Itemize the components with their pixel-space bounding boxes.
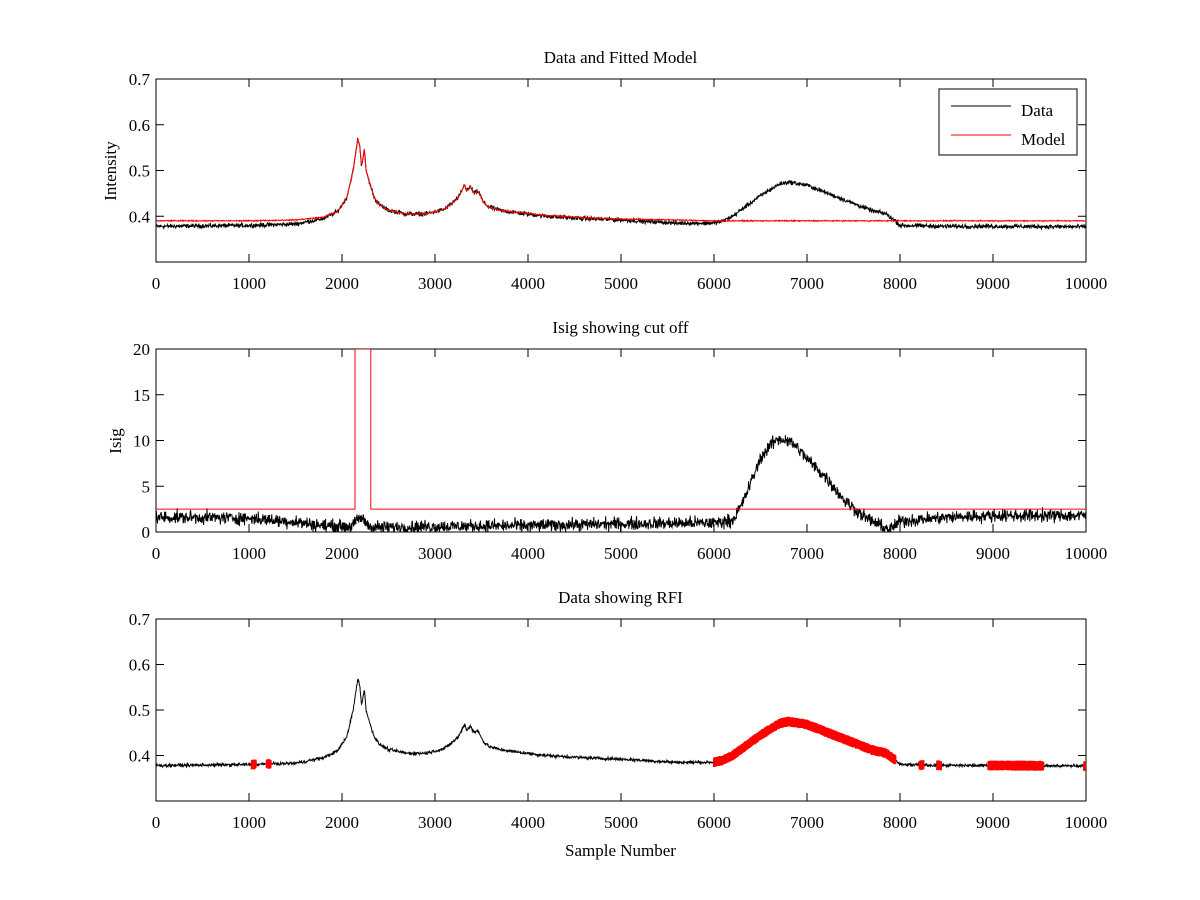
x-tick-label: 8000 — [883, 274, 917, 293]
y-tick-label: 20 — [133, 340, 150, 359]
x-tick-label: 3000 — [418, 274, 452, 293]
x-tick-label: 3000 — [418, 813, 452, 832]
middle-series-isig — [156, 435, 1086, 532]
x-tick-label: 7000 — [790, 813, 824, 832]
legend-label-data: Data — [1021, 101, 1054, 120]
x-tick-label: 4000 — [511, 813, 545, 832]
middle-chart-title: Isig showing cut off — [552, 318, 688, 337]
rfi-segment — [265, 759, 272, 769]
legend-label-model: Model — [1021, 130, 1066, 149]
x-tick-label: 8000 — [883, 544, 917, 563]
rfi-segment — [712, 716, 897, 768]
middle-series-cut-off — [156, 349, 1086, 510]
x-tick-label: 10000 — [1065, 813, 1108, 832]
middle-panel: Isig showing cut off Isig 0 1000 2000 3000 4… — [106, 318, 1107, 563]
legend-box — [938, 88, 1078, 156]
rfi-segment — [936, 760, 943, 771]
bottom-series-data — [156, 678, 1086, 770]
bottom-axes-frame — [155, 618, 1087, 802]
x-tick-label: 1000 — [232, 813, 266, 832]
top-series-data — [156, 137, 1086, 231]
rfi-segment — [1083, 761, 1086, 771]
middle-y-axis-label: Isig — [106, 428, 125, 454]
y-tick-label: 0.6 — [129, 656, 150, 675]
x-tick-label: 7000 — [790, 274, 824, 293]
y-tick-label: 0.6 — [129, 116, 150, 135]
x-tick-label: 5000 — [604, 813, 638, 832]
middle-plot-area: 0 1000 2000 3000 4000 5000 6000 7000 8000 9000 100… — [133, 340, 1107, 563]
top-y-axis-label: Intensity — [101, 141, 120, 201]
x-tick-label: 5000 — [604, 274, 638, 293]
x-tick-label: 9000 — [976, 813, 1010, 832]
y-tick-label: 0 — [142, 523, 151, 542]
y-tick-label: 10 — [133, 432, 150, 451]
x-tick-label: 5000 — [604, 544, 638, 563]
x-tick-label: 6000 — [697, 274, 731, 293]
x-tick-label: 0 — [152, 813, 161, 832]
rfi-segment — [987, 760, 1045, 771]
top-chart-title: Data and Fitted Model — [544, 48, 698, 67]
x-tick-label: 0 — [152, 544, 161, 563]
y-tick-label: 0.7 — [129, 610, 151, 629]
x-tick-label: 4000 — [511, 274, 545, 293]
x-tick-label: 1000 — [232, 544, 266, 563]
bottom-chart-title: Data showing RFI — [558, 588, 683, 607]
x-tick-label: 6000 — [697, 544, 731, 563]
x-tick-label: 10000 — [1065, 274, 1108, 293]
x-tick-label: 2000 — [325, 813, 359, 832]
y-tick-label: 5 — [142, 477, 151, 496]
top-series-model — [156, 137, 1086, 223]
bottom-panel: Data showing RFI 0 1000 2000 3000 4000 5000 60… — [129, 588, 1108, 860]
top-legend: Data Model — [938, 88, 1078, 156]
y-tick-label: 0.5 — [129, 701, 150, 720]
y-tick-label: 0.7 — [129, 70, 151, 89]
top-panel: Data and Fitted Model Intensity 0 1000 200… — [101, 48, 1107, 293]
y-tick-label: 0.4 — [129, 207, 151, 226]
x-tick-label: 8000 — [883, 813, 917, 832]
y-tick-label: 0.5 — [129, 162, 150, 181]
bottom-plot-area: 0 1000 2000 3000 4000 5000 6000 7000 8000 9000 100… — [129, 610, 1108, 832]
x-tick-label: 1000 — [232, 274, 266, 293]
rfi-segment — [918, 760, 925, 771]
x-tick-label: 0 — [152, 274, 161, 293]
x-tick-label: 4000 — [511, 544, 545, 563]
x-tick-label: 2000 — [325, 274, 359, 293]
x-tick-label: 10000 — [1065, 544, 1108, 563]
y-tick-label: 15 — [133, 386, 150, 405]
x-tick-label: 7000 — [790, 544, 824, 563]
x-tick-label: 9000 — [976, 544, 1010, 563]
x-tick-label: 6000 — [697, 813, 731, 832]
x-tick-label: 9000 — [976, 274, 1010, 293]
rfi-segment — [250, 759, 257, 770]
y-tick-label: 0.4 — [129, 747, 151, 766]
x-tick-label: 2000 — [325, 544, 359, 563]
x-axis-label: Sample Number — [565, 841, 676, 860]
middle-axes-frame — [155, 348, 1087, 533]
top-plot-area: 0 1000 2000 3000 4000 5000 6000 7000 8000 9000 100… — [129, 70, 1108, 293]
x-tick-label: 3000 — [418, 544, 452, 563]
